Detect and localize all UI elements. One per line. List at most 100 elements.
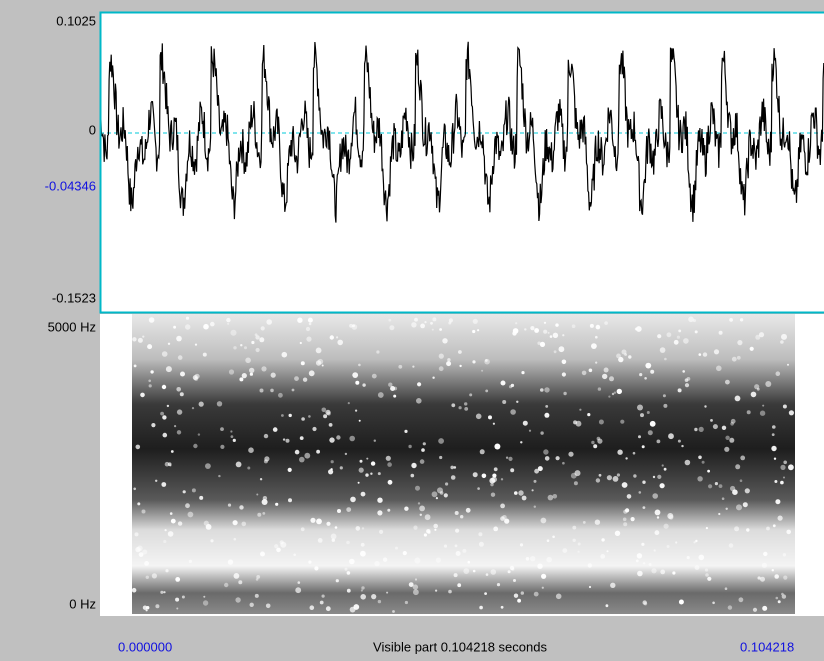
speckle <box>164 529 167 532</box>
speckle <box>147 344 153 350</box>
speckle <box>138 552 144 557</box>
speckle <box>724 587 728 590</box>
speckle <box>541 586 544 589</box>
speckle <box>442 338 448 344</box>
speckle <box>163 591 166 594</box>
y-label: 0 <box>89 122 96 137</box>
speckle <box>210 321 215 327</box>
speckle <box>308 322 312 326</box>
speckle <box>660 569 666 575</box>
speckle <box>417 382 422 387</box>
speckle <box>729 318 733 322</box>
speckle <box>161 384 167 390</box>
speckle <box>148 379 151 383</box>
speckle <box>553 350 557 354</box>
speckle <box>659 483 665 489</box>
speckle <box>761 562 768 568</box>
speckle <box>360 589 363 592</box>
speckle <box>718 330 723 335</box>
speckle <box>151 423 156 428</box>
speckle <box>512 331 517 336</box>
speckle <box>639 373 643 377</box>
speckle <box>625 457 628 460</box>
speckle <box>617 449 623 455</box>
speckle <box>721 425 727 430</box>
speckle <box>315 347 322 354</box>
speckle <box>464 407 469 411</box>
speckle <box>176 387 181 392</box>
speckle <box>724 446 730 452</box>
speckle <box>727 605 733 610</box>
speckle <box>533 591 539 597</box>
speckle <box>450 465 455 470</box>
speckle <box>728 543 734 548</box>
speckle <box>561 359 567 365</box>
speckle <box>220 444 225 449</box>
speckle <box>472 318 478 324</box>
speckle <box>413 589 419 596</box>
speckle <box>288 413 292 418</box>
speckle <box>137 337 143 343</box>
speckle <box>174 425 177 428</box>
speckle <box>552 535 555 539</box>
speckle <box>484 592 487 595</box>
speckle <box>537 466 543 472</box>
speckle <box>734 395 741 402</box>
speckle <box>716 365 722 372</box>
speckle <box>656 516 660 519</box>
speckle <box>453 466 457 469</box>
speckle <box>766 526 770 531</box>
speckle <box>488 415 492 420</box>
speckle <box>353 604 360 610</box>
speckle <box>293 553 297 557</box>
speckle <box>386 591 389 594</box>
speckle <box>232 520 238 526</box>
speckle <box>256 493 259 496</box>
speckle <box>446 361 452 367</box>
speckle <box>681 444 684 448</box>
speckle <box>718 512 721 516</box>
speckle <box>438 438 444 444</box>
speckle <box>708 484 713 489</box>
speckle <box>481 473 487 479</box>
speckle <box>740 455 746 461</box>
speckle <box>519 543 524 547</box>
speckle <box>594 519 601 525</box>
speckle <box>424 321 427 324</box>
speckle <box>620 419 625 424</box>
speckle <box>525 557 530 561</box>
speckle <box>160 590 164 594</box>
speckle <box>393 394 397 398</box>
speckle <box>355 380 360 385</box>
speckle <box>598 473 602 477</box>
speckle <box>636 553 643 559</box>
speckle <box>235 461 242 468</box>
speckle <box>227 559 234 565</box>
speckle <box>435 497 438 500</box>
speckle <box>448 318 453 323</box>
speckle <box>263 433 269 439</box>
speckle <box>169 512 173 515</box>
speckle <box>673 339 679 345</box>
speckle <box>458 350 462 354</box>
speckle <box>621 482 628 488</box>
speckle <box>167 342 171 345</box>
speckle <box>672 571 676 575</box>
speckle <box>540 517 547 524</box>
speckle <box>203 323 209 330</box>
speckle <box>739 318 744 322</box>
speckle <box>135 546 141 553</box>
speckle <box>142 335 145 338</box>
speckle <box>360 594 367 600</box>
speckle <box>249 602 254 607</box>
speckle <box>329 335 334 340</box>
speckle <box>746 410 751 415</box>
speckle <box>371 373 377 379</box>
speckle <box>260 551 265 557</box>
speckle <box>618 356 624 363</box>
speckle <box>702 352 708 357</box>
speckle <box>611 392 615 396</box>
speckle <box>160 411 165 416</box>
